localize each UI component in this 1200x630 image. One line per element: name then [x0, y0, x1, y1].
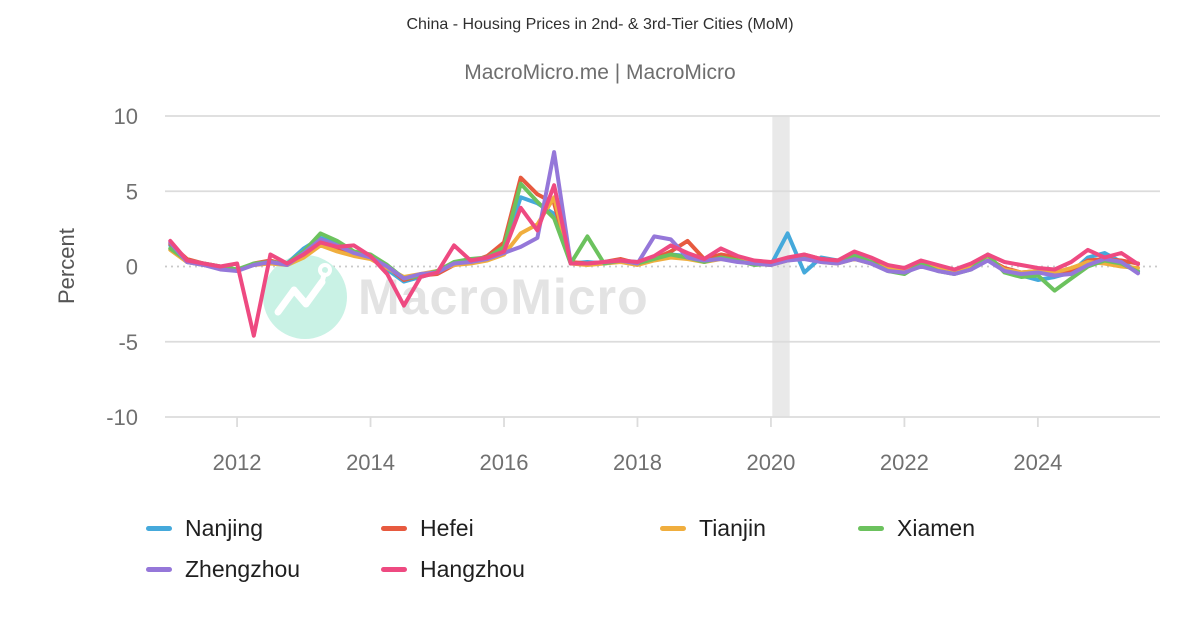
- y-tick-label: -5: [118, 330, 138, 355]
- legend-label-xiamen: Xiamen: [897, 515, 975, 541]
- x-tick-label: 2022: [880, 450, 929, 475]
- chart-title: China - Housing Prices in 2nd- & 3rd-Tie…: [406, 16, 794, 33]
- legend-label-tianjin: Tianjin: [699, 515, 766, 541]
- legend-swatch-hangzhou: [381, 566, 407, 572]
- x-tick-label: 2012: [213, 450, 262, 475]
- legend-label-zhengzhou: Zhengzhou: [185, 556, 301, 582]
- x-tick-label: 2016: [480, 450, 529, 475]
- legend-item-tianjin[interactable]: Tianjin: [660, 513, 858, 543]
- covid-highlight-band: [772, 116, 790, 417]
- x-tick-label: 2020: [746, 450, 795, 475]
- legend-swatch-tianjin: [660, 525, 686, 531]
- y-tick-label: 5: [126, 179, 138, 204]
- watermark-brand-text: MacroMicro: [358, 269, 649, 325]
- legend-item-nanjing[interactable]: Nanjing: [146, 513, 381, 543]
- legend-swatch-hefei: [381, 525, 407, 531]
- legend-item-xiamen[interactable]: Xiamen: [858, 513, 975, 543]
- y-tick-label: 0: [126, 255, 138, 280]
- legend: Nanjing Hefei Tianjin Xiamen Zhengzhou H…: [146, 513, 975, 584]
- y-tick-label: -10: [106, 405, 138, 430]
- legend-item-hefei[interactable]: Hefei: [381, 513, 660, 543]
- legend-item-zhengzhou[interactable]: Zhengzhou: [146, 554, 381, 584]
- legend-label-hangzhou: Hangzhou: [420, 556, 525, 582]
- y-tick-label: 10: [114, 104, 138, 129]
- chart-subtitle: MacroMicro.me | MacroMicro: [464, 61, 736, 84]
- watermark-logo-circle: [263, 255, 347, 339]
- x-tick-label: 2014: [346, 450, 395, 475]
- legend-swatch-xiamen: [858, 525, 884, 531]
- macromicro-mountain-logo-icon: [274, 263, 332, 316]
- legend-item-hangzhou[interactable]: Hangzhou: [381, 554, 660, 584]
- legend-label-nanjing: Nanjing: [185, 515, 263, 541]
- x-tick-label: 2018: [613, 450, 662, 475]
- legend-swatch-zhengzhou: [146, 566, 172, 572]
- legend-label-hefei: Hefei: [420, 515, 474, 541]
- x-tick-label: 2024: [1013, 450, 1062, 475]
- legend-swatch-nanjing: [146, 525, 172, 531]
